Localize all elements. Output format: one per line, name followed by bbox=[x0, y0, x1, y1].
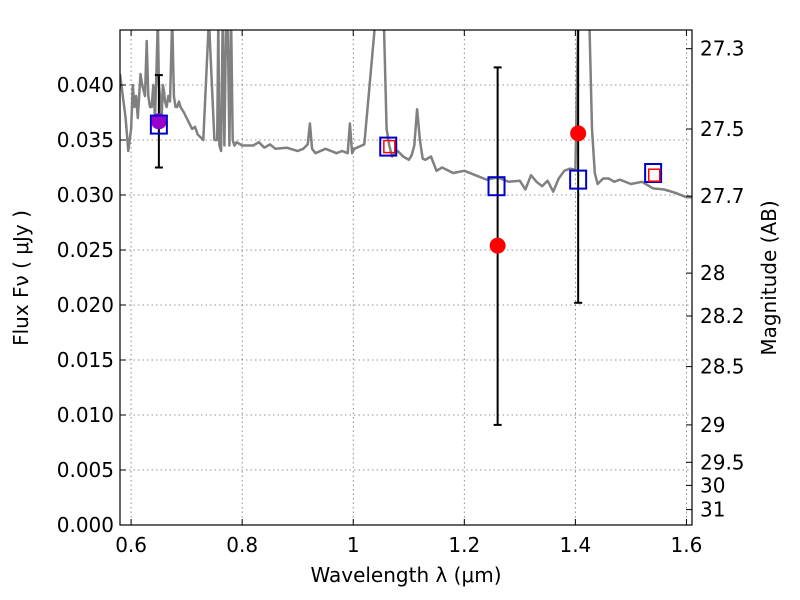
observed-point bbox=[570, 125, 587, 142]
plot-area bbox=[120, 30, 692, 426]
synthetic-square bbox=[569, 169, 588, 190]
small-red-square bbox=[647, 168, 661, 182]
y-tick-label: 0.040 bbox=[57, 73, 114, 97]
mag-tick-label: 27.7 bbox=[700, 184, 745, 208]
mag-tick-label: 29 bbox=[700, 413, 725, 437]
axes: 0.6 0.8 1 1.2 1.4 1.6 0.000 0.005 0.010 0.015 0.02… bbox=[57, 30, 745, 557]
mag-tick-label: 31 bbox=[700, 498, 725, 522]
mag-tick-label: 28.2 bbox=[700, 304, 745, 328]
y-tick-label: 0.015 bbox=[57, 348, 114, 372]
mag-tick-label: 27.5 bbox=[700, 117, 745, 141]
y-tick-label: 0.005 bbox=[57, 458, 114, 482]
x-tick-label: 1.2 bbox=[448, 533, 480, 557]
mag-tick-label: 30 bbox=[700, 473, 725, 497]
y-tick-label: 0.025 bbox=[57, 238, 114, 262]
synthetic-square bbox=[644, 163, 663, 183]
mag-tick-label: 27.3 bbox=[700, 37, 745, 61]
right-axis-label: Magnitude (AB) bbox=[757, 200, 781, 355]
synthetic-square bbox=[379, 136, 398, 157]
x-tick-label: 1 bbox=[347, 533, 360, 557]
mag-tick-label: 28.5 bbox=[700, 355, 745, 379]
y-tick-label: 0.010 bbox=[57, 403, 114, 427]
synthetic-square bbox=[487, 176, 506, 197]
mag-tick-label: 29.5 bbox=[700, 450, 745, 474]
model-spectrum-line bbox=[120, 30, 692, 199]
small-red-square bbox=[383, 139, 396, 154]
x-tick-label: 0.6 bbox=[115, 533, 147, 557]
observed-point bbox=[489, 237, 506, 254]
y-axis-label: Flux Fν ( μJy ) bbox=[9, 210, 33, 346]
x-axis-label: Wavelength λ (μm) bbox=[310, 563, 501, 587]
x-tick-label: 1.4 bbox=[559, 533, 591, 557]
y-tick-label: 0.035 bbox=[57, 128, 114, 152]
mag-tick-label: 28 bbox=[700, 261, 725, 285]
y-tick-label: 0.000 bbox=[57, 513, 114, 537]
x-tick-label: 0.8 bbox=[226, 533, 258, 557]
y-tick-label: 0.030 bbox=[57, 183, 114, 207]
plot-frame bbox=[119, 29, 693, 526]
synthetic-square bbox=[149, 114, 168, 135]
y-tick-label: 0.020 bbox=[57, 293, 114, 317]
x-tick-label: 1.6 bbox=[671, 533, 703, 557]
